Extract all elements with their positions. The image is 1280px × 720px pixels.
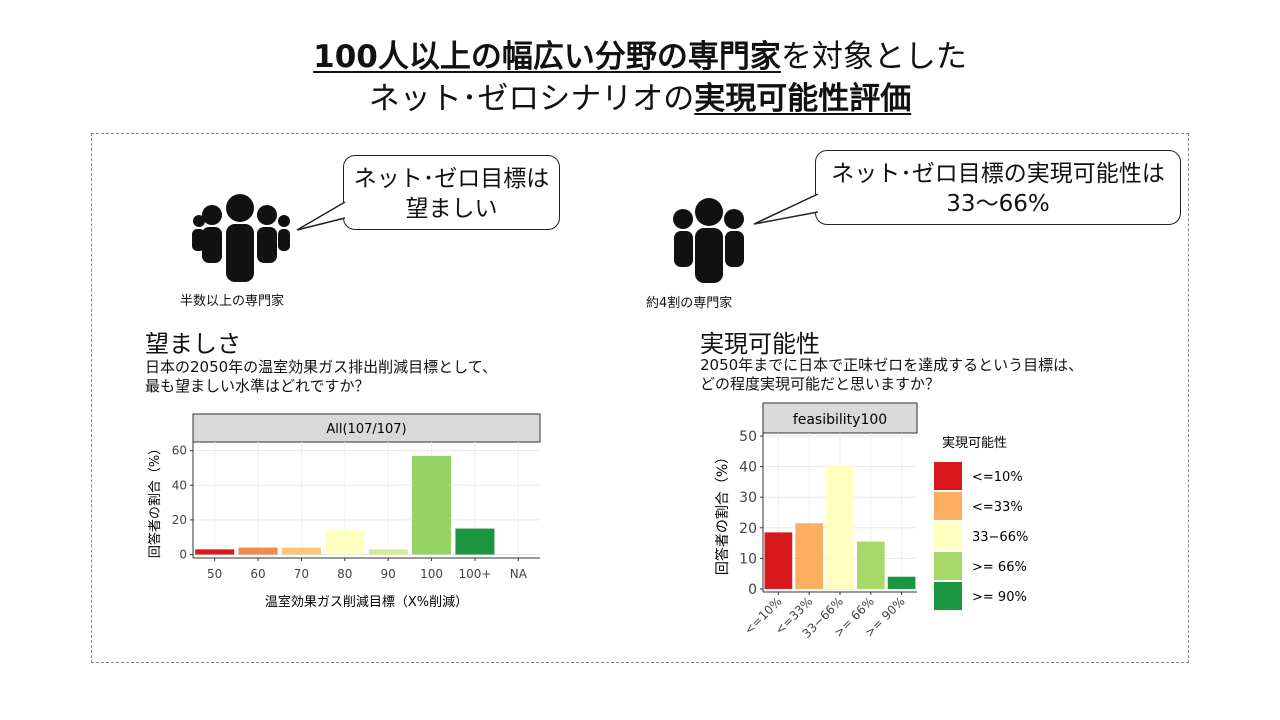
bar <box>826 465 854 589</box>
legend-label: <=10% <box>972 470 1023 485</box>
x-tick-label: 80 <box>337 567 352 581</box>
x-tick-label: NA <box>510 567 528 581</box>
right-question-line1: 2050年までに日本で正味ゼロを達成するという目標は、 <box>700 356 1084 374</box>
legend-label: >= 90% <box>972 590 1027 605</box>
y-tick-label: 40 <box>172 478 187 492</box>
facet-title: All(107/107) <box>326 422 406 437</box>
facet-strip <box>192 413 541 443</box>
right-people-caption: 約4割の専門家 <box>646 296 733 311</box>
bar <box>887 576 916 589</box>
desirability-chart: All(107/107) 0 20 40 60 50 60 70 80 90 100 100+ NA 温室… <box>147 413 541 610</box>
bar <box>368 549 408 555</box>
y-tick-label: 60 <box>172 444 187 458</box>
content-frame <box>91 133 1189 663</box>
y-tick-label: 20 <box>739 521 757 537</box>
x-axis-title: 温室効果ガス削減目標（X%削減） <box>265 594 468 610</box>
people-group-icon <box>192 194 290 282</box>
legend-key <box>934 582 962 610</box>
right-speech-bubble: ネット･ゼロ目標の実現可能性は 33～66% <box>815 150 1181 225</box>
x-tick-label: 70 <box>294 567 309 581</box>
bar <box>764 532 793 589</box>
right-bubble-line1: ネット･ゼロ目標の実現可能性は <box>831 161 1165 187</box>
left-people-caption: 半数以上の専門家 <box>180 294 285 309</box>
legend-label: <=33% <box>972 500 1023 515</box>
title-underlined-part-2: 実現可能性評価 <box>694 81 912 117</box>
right-question-line2: どの程度実現可能だと思いますか？ <box>700 375 941 393</box>
legend-title: 実現可能性 <box>942 435 1007 451</box>
left-bubble-line2: 望ましい <box>405 196 498 222</box>
title-underlined-part: 100人以上の幅広い分野の専門家 <box>313 39 781 75</box>
y-axis-title: 回答者の割合（%） <box>147 442 163 558</box>
x-tick-label: 90 <box>381 567 396 581</box>
legend-key <box>934 522 962 550</box>
x-tick-label: 60 <box>250 567 265 581</box>
left-section-heading: 望ましさ <box>145 330 241 358</box>
bar <box>195 549 235 555</box>
feasibility-chart: feasibility100 0 10 20 30 40 50 <=10% <=33% 33−66… <box>714 402 1028 641</box>
facet-title: feasibility100 <box>793 412 887 428</box>
x-tick-label: 100 <box>420 567 443 581</box>
page-title-line2: ネット･ゼロシナリオの実現可能性評価 <box>0 78 1280 120</box>
legend-label: 33−66% <box>972 530 1028 545</box>
left-question-line1: 日本の2050年の温室効果ガス排出削減目標として、 <box>145 358 497 376</box>
bar <box>412 455 452 555</box>
page-title-line1: 100人以上の幅広い分野の専門家を対象とした <box>0 36 1280 78</box>
y-tick-label: 50 <box>739 429 757 445</box>
legend-key <box>934 492 962 520</box>
y-tick-label: 10 <box>739 551 757 567</box>
y-tick-label: 30 <box>739 490 757 506</box>
legend-key <box>934 552 962 580</box>
x-tick-label: 100+ <box>458 567 491 581</box>
y-tick-label: 40 <box>739 460 757 476</box>
title-line2-prefix: ネット･ゼロシナリオの <box>368 81 695 117</box>
y-tick-label: 0 <box>748 582 757 598</box>
y-axis-title: 回答者の割合（%） <box>714 450 731 575</box>
right-section-heading: 実現可能性 <box>700 330 820 358</box>
bar <box>455 528 495 555</box>
bar <box>281 547 321 555</box>
title-rest: を対象とした <box>780 39 967 75</box>
bar <box>238 547 278 555</box>
y-tick-label: 20 <box>172 513 187 527</box>
left-bubble-line1: ネット･ゼロ目標は <box>353 166 550 192</box>
right-bubble-tail <box>753 193 819 225</box>
bar <box>325 530 365 555</box>
left-question-line2: 最も望ましい水準はどれですか？ <box>145 377 370 395</box>
right-bubble-line2: 33～66% <box>946 191 1050 217</box>
legend-label: >= 66% <box>972 560 1027 575</box>
y-tick-label: 0 <box>179 548 187 562</box>
left-speech-bubble: ネット･ゼロ目標は 望ましい <box>343 155 560 230</box>
bar <box>795 523 824 589</box>
left-bubble-tail <box>296 201 346 231</box>
legend-key <box>934 462 962 490</box>
x-tick-label: 50 <box>207 567 222 581</box>
bar <box>856 541 885 589</box>
people-group-icon <box>673 198 744 283</box>
